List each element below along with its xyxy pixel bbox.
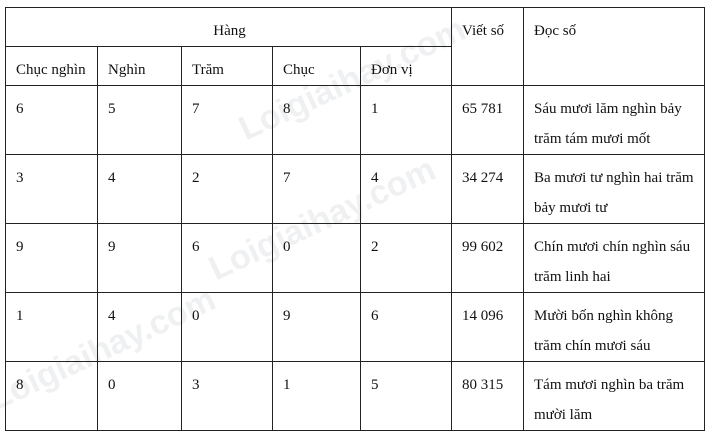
- digit-cell: 9: [97, 223, 182, 293]
- digit-cell: 7: [272, 154, 361, 224]
- digit-cell: 1: [359, 85, 453, 155]
- digit-cell: 4: [97, 292, 182, 362]
- written-number: 99 602: [451, 223, 525, 293]
- digit-cell: 6: [181, 223, 273, 293]
- written-number: 80 315: [451, 361, 525, 431]
- digit-cell: 5: [97, 85, 182, 155]
- table-row: 8 0 3 1 5 80 315 Tám mươi nghìn ba trăm mười l…: [5, 361, 706, 431]
- digit-cell: 8: [5, 361, 98, 431]
- header-don-vi: Đơn vị: [359, 46, 453, 86]
- number-in-words: Mười bốn nghìn không trăm chín mươi sáu: [523, 292, 706, 362]
- header-viet-so: Viết số: [451, 7, 525, 86]
- table-row: 6 5 7 8 1 65 781 Sáu mươi lăm nghìn bảy trăm t…: [5, 85, 706, 155]
- digit-cell: 6: [359, 292, 453, 362]
- number-in-words: Ba mươi tư nghìn hai trăm bảy mươi tư: [523, 154, 706, 224]
- digit-cell: 7: [181, 85, 273, 155]
- digit-cell: 5: [359, 361, 453, 431]
- header-nghin: Nghìn: [97, 46, 182, 86]
- digit-cell: 3: [5, 154, 98, 224]
- digit-cell: 1: [272, 361, 361, 431]
- digit-cell: 0: [272, 223, 361, 293]
- written-number: 34 274: [451, 154, 525, 224]
- digit-cell: 9: [272, 292, 361, 362]
- header-chuc-nghin: Chục nghìn: [5, 46, 98, 86]
- number-in-words: Tám mươi nghìn ba trăm mười lăm: [523, 361, 706, 431]
- digit-cell: 0: [97, 361, 182, 431]
- number-in-words: Sáu mươi lăm nghìn bảy trăm tám mươi mốt: [523, 85, 706, 155]
- digit-cell: 4: [97, 154, 182, 224]
- digit-cell: 1: [5, 292, 98, 362]
- table-row: 1 4 0 9 6 14 096 Mười bốn nghìn không trăm chí…: [5, 292, 706, 362]
- written-number: 14 096: [451, 292, 525, 362]
- place-value-table: Hàng Viết số Đọc số Chục nghìn Nghìn Tră…: [4, 7, 706, 431]
- digit-cell: 2: [359, 223, 453, 293]
- digit-cell: 8: [272, 85, 361, 155]
- digit-cell: 6: [5, 85, 98, 155]
- written-number: 65 781: [451, 85, 525, 155]
- table-row: 9 9 6 0 2 99 602 Chín mươi chín nghìn sáu trăm…: [5, 223, 706, 293]
- header-tram: Trăm: [181, 46, 273, 86]
- digit-cell: 0: [181, 292, 273, 362]
- digit-cell: 9: [5, 223, 98, 293]
- table-row: 3 4 2 7 4 34 274 Ba mươi tư nghìn hai trăm bảy…: [5, 154, 706, 224]
- digit-cell: 4: [359, 154, 453, 224]
- header-chuc: Chục: [272, 46, 361, 86]
- number-in-words: Chín mươi chín nghìn sáu trăm linh hai: [523, 223, 706, 293]
- header-hang: Hàng: [4, 7, 453, 47]
- digit-cell: 3: [181, 361, 273, 431]
- header-doc-so: Đọc số: [523, 7, 706, 86]
- digit-cell: 2: [181, 154, 273, 224]
